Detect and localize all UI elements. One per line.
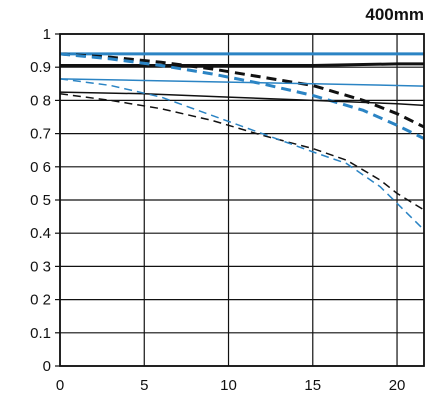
series-line-7 — [59, 93, 425, 211]
y-tick-label: 0 3 — [30, 258, 51, 275]
series-line-4 — [59, 52, 425, 140]
series-line-6 — [59, 91, 425, 107]
y-tick-label: 0 6 — [30, 159, 51, 176]
y-tick-label: 0 5 — [30, 192, 51, 209]
series-line-8 — [59, 78, 425, 231]
y-tick-label: 0.4 — [30, 225, 51, 242]
series-line-2 — [60, 62, 424, 68]
y-tick-label: 1 — [43, 26, 51, 43]
x-tick-label: 10 — [220, 377, 237, 394]
label-layer: 0 5 10 15 20 0 0.1 0 2 0 3 0.4 0 5 0 6 0.7 0 8 0.9 1 — [30, 26, 405, 394]
y-tick-label: 0.1 — [30, 325, 51, 342]
grid-layer — [59, 33, 424, 367]
y-tick-label: 0.9 — [30, 59, 51, 76]
y-tick-label: 0.7 — [30, 126, 51, 143]
y-tick-label: 0 2 — [30, 292, 51, 309]
series-line-5 — [59, 78, 425, 87]
plot-frame — [59, 33, 425, 367]
y-tick-label: 0 8 — [30, 92, 51, 109]
x-tick-label: 20 — [389, 377, 406, 394]
axis-layer — [55, 33, 425, 367]
x-tick-label: 5 — [140, 377, 148, 394]
series-layer — [59, 52, 425, 231]
chart-title: 400mm — [365, 5, 424, 24]
x-tick-label: 15 — [304, 377, 321, 394]
y-tick-label: 0 — [43, 358, 51, 375]
series-line-3 — [59, 52, 425, 129]
x-tick-label: 0 — [56, 377, 64, 394]
